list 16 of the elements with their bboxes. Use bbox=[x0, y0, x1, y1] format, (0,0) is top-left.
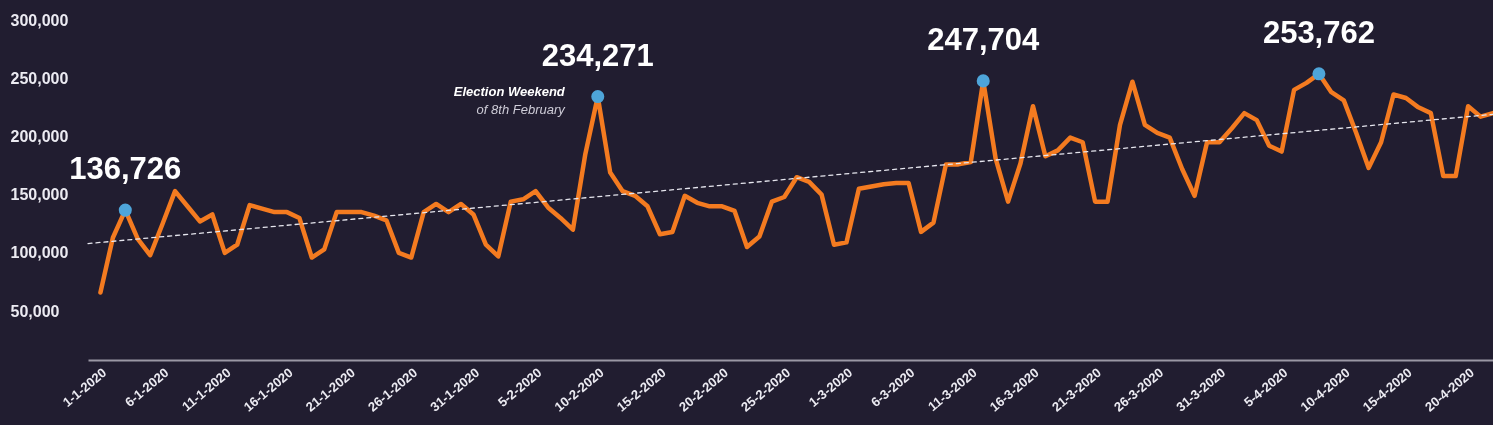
point bbox=[976, 74, 990, 88]
y-tick-label: 50,000 bbox=[10, 302, 60, 320]
point bbox=[118, 203, 132, 217]
annotation: of 8th February bbox=[476, 101, 567, 117]
point bbox=[1312, 67, 1326, 81]
data-label: 253,762 bbox=[1262, 14, 1375, 50]
data-label: 247,704 bbox=[927, 21, 1041, 57]
data-label: 136,726 bbox=[69, 151, 182, 187]
y-tick-label: 100,000 bbox=[10, 244, 69, 262]
y-tick-label: 250,000 bbox=[10, 69, 69, 87]
y-tick-label: 150,000 bbox=[10, 186, 69, 204]
point bbox=[591, 90, 605, 104]
y-tick-label: 200,000 bbox=[10, 127, 69, 145]
data-label: 234,271 bbox=[541, 37, 654, 73]
annotation: Election Weekend bbox=[453, 83, 566, 99]
y-tick-label: 300,000 bbox=[10, 11, 69, 29]
